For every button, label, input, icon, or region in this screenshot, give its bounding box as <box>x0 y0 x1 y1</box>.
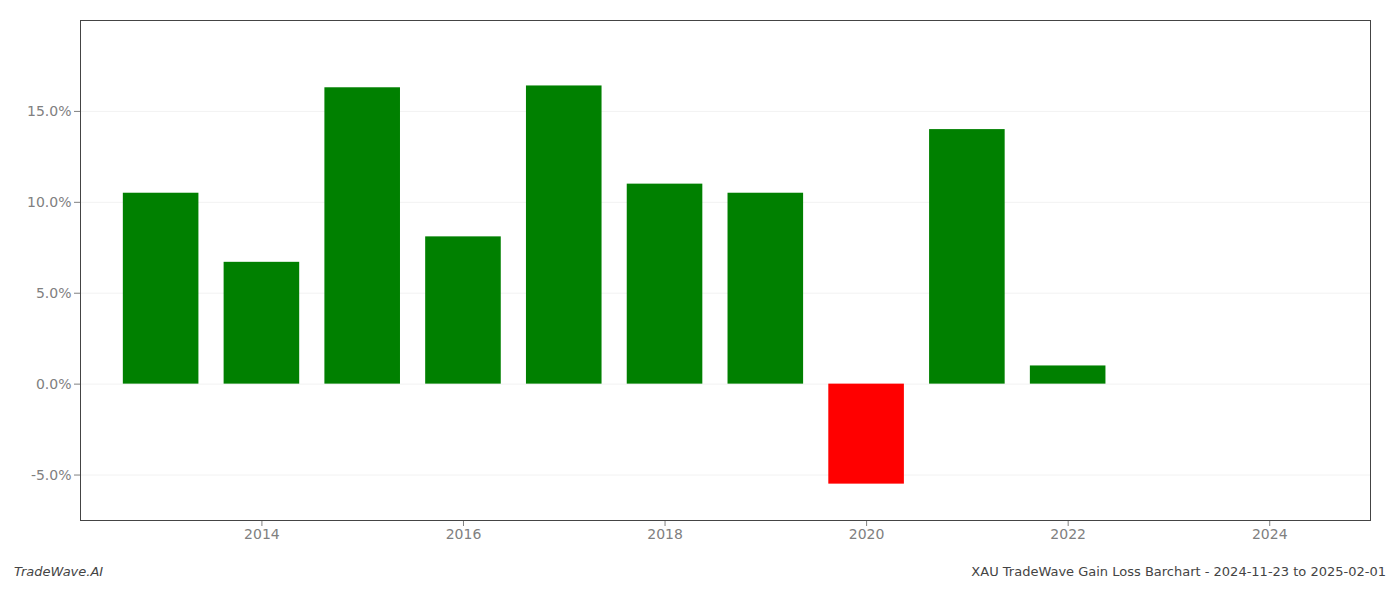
svg-text:0.0%: 0.0% <box>36 376 72 392</box>
html-text:TradeWave.AI: TradeWave.AI <box>14 564 104 579</box>
svg-text:15.0%: 15.0% <box>27 103 71 119</box>
svg-text:2014: 2014 <box>244 526 280 542</box>
svg-text:2016: 2016 <box>446 526 482 542</box>
html-text:XAU TradeWave Gain Loss Barcha: XAU TradeWave Gain Loss Barchart - 2024-… <box>971 564 1386 579</box>
svg-text:2024: 2024 <box>1252 526 1288 542</box>
svg-text:2018: 2018 <box>647 526 683 542</box>
svg-text:10.0%: 10.0% <box>27 194 71 210</box>
svg-text:2020: 2020 <box>849 526 885 542</box>
svg-text:-5.0%: -5.0% <box>31 467 72 483</box>
svg-text:5.0%: 5.0% <box>36 285 72 301</box>
svg-text:2022: 2022 <box>1050 526 1086 542</box>
